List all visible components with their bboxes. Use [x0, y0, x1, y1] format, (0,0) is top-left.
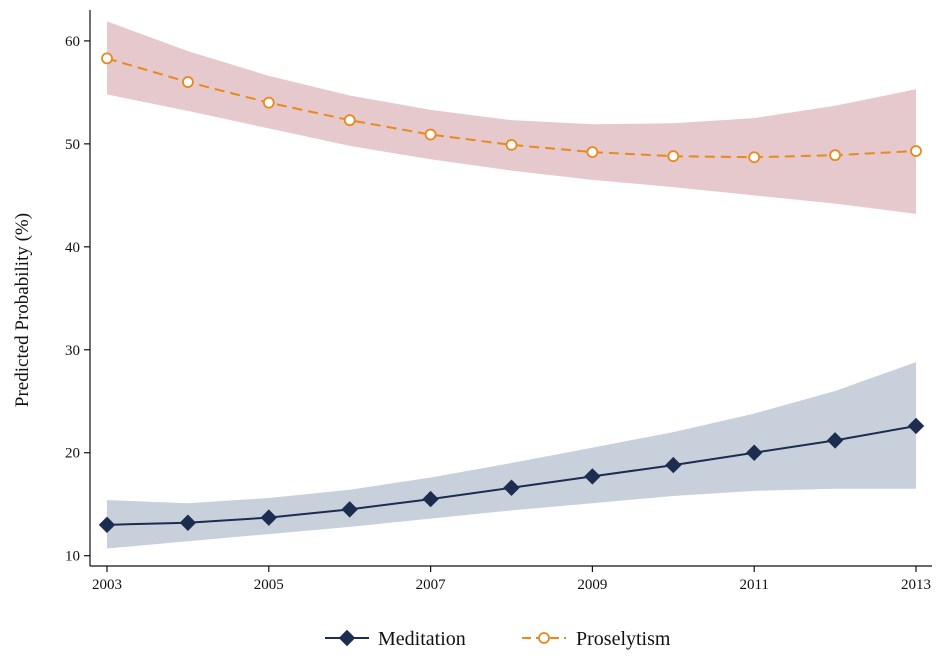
- series-markers: [98, 52, 925, 534]
- legend-item-meditation: Meditation: [325, 628, 466, 650]
- proselytism-point: [748, 151, 761, 164]
- meditation-point: [503, 479, 520, 496]
- meditation-point: [260, 509, 278, 526]
- legend-label: Meditation: [378, 628, 466, 650]
- proselytism-confidence-band: [107, 21, 916, 214]
- meditation-point: [665, 456, 682, 474]
- legend-marker: [538, 632, 550, 644]
- y-tick-label: 50: [65, 137, 80, 153]
- y-tick-label: 10: [65, 549, 80, 565]
- axes: 10 20 30 40 50 60 2003 2005 2007 2009 2011 2013: [65, 10, 932, 593]
- meditation-point: [179, 514, 197, 531]
- y-tick-label: 60: [65, 34, 80, 50]
- y-tick-label: 40: [65, 240, 80, 256]
- proselytism-point: [101, 52, 113, 65]
- meditation-point: [584, 468, 601, 485]
- legend: Meditation Proselytism: [325, 628, 671, 650]
- proselytism-point: [262, 96, 275, 109]
- x-tick-label: 2009: [577, 577, 607, 593]
- meditation-point: [341, 501, 358, 518]
- meditation-confidence-band: [107, 362, 916, 549]
- proselytism-point: [829, 149, 841, 162]
- meditation-point: [98, 516, 116, 534]
- proselytism-point: [343, 114, 356, 127]
- proselytism-point: [586, 146, 599, 158]
- proselytism-point: [505, 138, 518, 151]
- meditation-point: [745, 444, 763, 461]
- x-tick-label: 2003: [92, 577, 122, 593]
- x-tick-label: 2005: [254, 577, 284, 593]
- x-tick-label: 2011: [739, 577, 768, 593]
- meditation-point: [907, 417, 925, 435]
- legend-item-proselytism: Proselytism: [522, 628, 671, 650]
- x-tick-label: 2007: [416, 577, 447, 593]
- confidence-bands: [107, 21, 916, 549]
- x-tick-label: 2013: [901, 577, 931, 593]
- legend-label: Proselytism: [576, 628, 671, 650]
- proselytism-point: [667, 150, 680, 163]
- y-tick-label: 30: [65, 343, 80, 359]
- y-axis-title: Predicted Probability (%): [12, 213, 33, 407]
- proselytism-point: [910, 145, 922, 157]
- proselytism-point: [424, 128, 437, 141]
- meditation-point: [422, 490, 439, 508]
- y-tick-label: 20: [65, 446, 80, 462]
- meditation-point: [826, 432, 844, 449]
- proselytism-point: [181, 76, 194, 88]
- legend-marker: [338, 629, 356, 647]
